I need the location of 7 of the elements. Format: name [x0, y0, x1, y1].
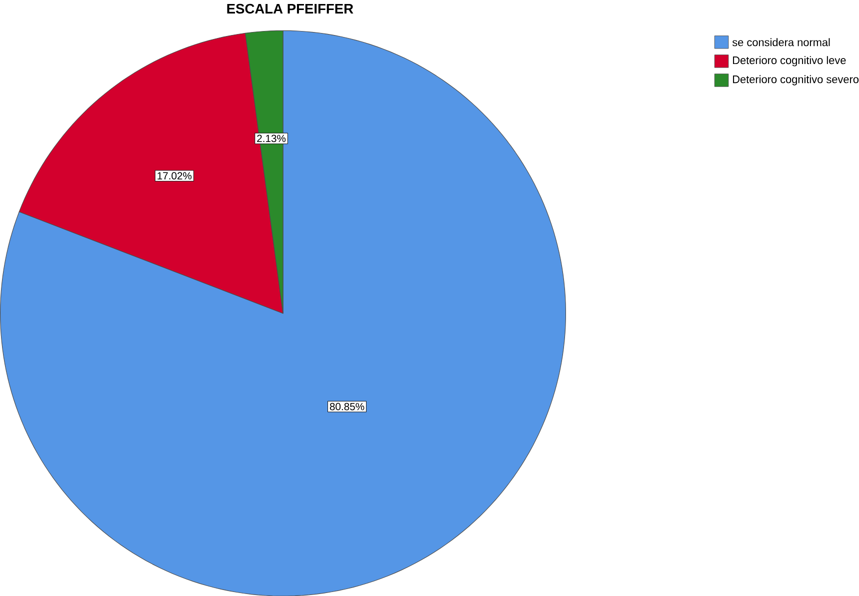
data-label: 2.13%	[257, 134, 286, 142]
data-label: 17.02%	[158, 172, 192, 180]
legend-label: se considera normal	[732, 38, 830, 46]
legend-label: Deterioro cognitivo severo	[733, 74, 859, 86]
chart-title: ESCALA PFEIFFER	[227, 4, 354, 14]
legend-label: Deterioro cognitivo leve	[733, 56, 846, 66]
data-label: 80.85%	[330, 402, 364, 410]
